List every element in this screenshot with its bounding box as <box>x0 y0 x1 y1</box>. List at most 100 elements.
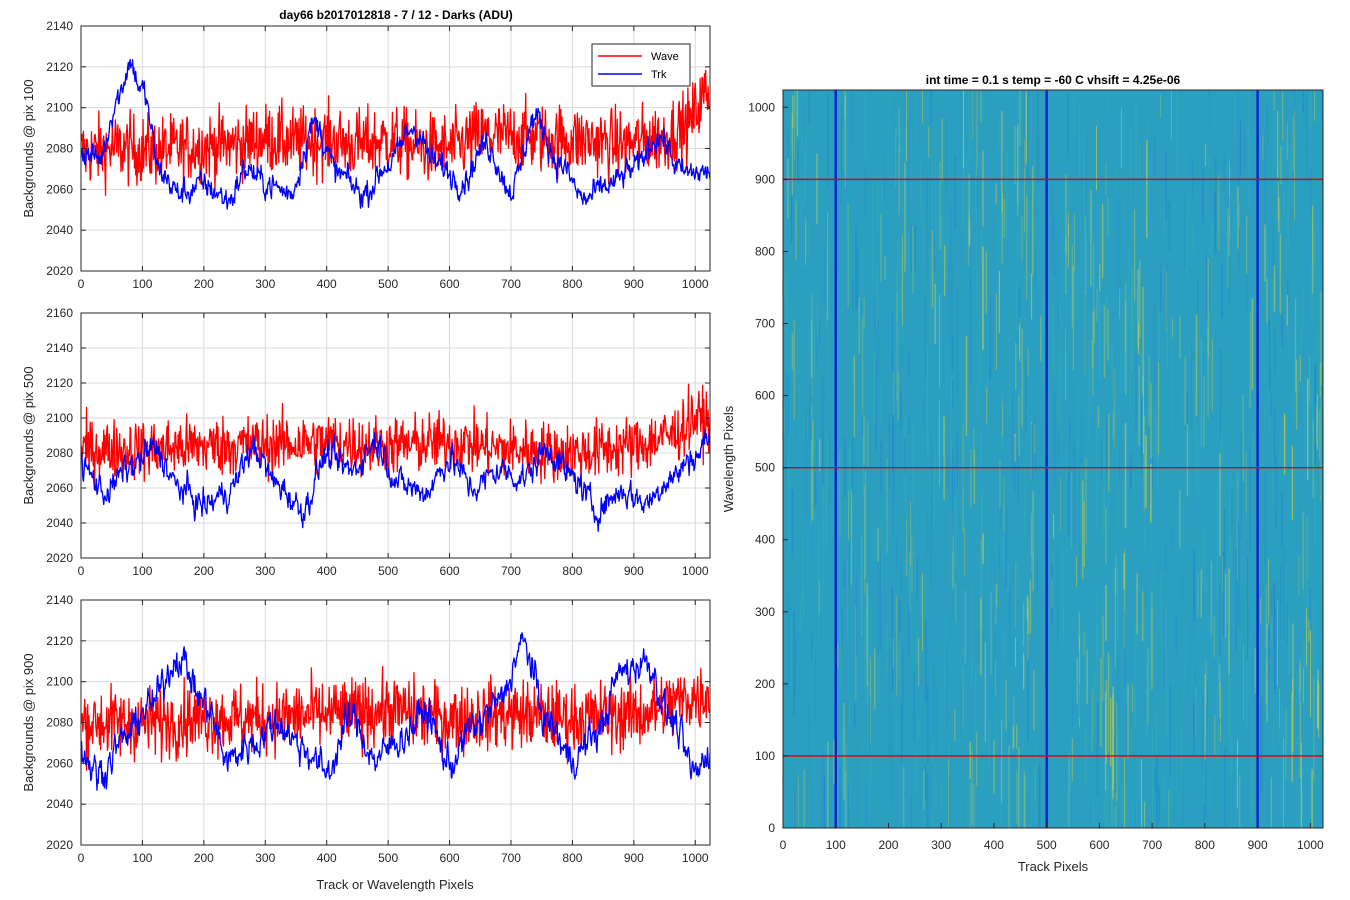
noise-streak <box>999 459 1001 509</box>
noise-streak <box>900 703 903 764</box>
noise-streak <box>1048 536 1050 559</box>
noise-streak <box>825 315 827 400</box>
noise-streak <box>1106 418 1108 476</box>
noise-streak <box>962 647 964 721</box>
noise-streak <box>1134 209 1136 301</box>
noise-streak <box>1093 800 1095 828</box>
noise-streak <box>1107 771 1109 828</box>
noise-streak <box>1003 476 1005 533</box>
noise-streak <box>998 545 1000 570</box>
noise-streak <box>1136 572 1138 634</box>
noise-streak <box>1193 229 1195 256</box>
noise-streak <box>1239 202 1241 229</box>
x-tick-label: 700 <box>1142 838 1162 852</box>
noise-streak <box>1310 90 1312 129</box>
noise-streak <box>799 385 801 445</box>
noise-streak <box>1165 688 1168 736</box>
noise-streak <box>1273 582 1276 689</box>
noise-streak <box>1129 319 1132 410</box>
noise-streak <box>892 638 894 667</box>
noise-streak <box>1168 201 1170 251</box>
noise-streak <box>1270 777 1272 828</box>
noise-streak <box>1265 584 1267 648</box>
noise-streak <box>1114 566 1116 668</box>
noise-streak <box>1281 698 1283 726</box>
noise-streak <box>888 94 890 136</box>
y-tick-label: 2060 <box>46 481 73 495</box>
noise-streak <box>1034 413 1036 474</box>
noise-streak <box>1065 767 1067 789</box>
noise-streak <box>1133 291 1135 347</box>
noise-streak <box>1067 472 1070 539</box>
noise-streak <box>990 592 992 674</box>
noise-streak <box>1026 696 1028 771</box>
noise-streak <box>1023 792 1025 828</box>
line-panel-2: 0 100 200 300 400 500 600 700 800 900 1000 2020 2040… <box>21 306 711 578</box>
noise-streak <box>1009 584 1011 667</box>
x-tick-label: 900 <box>624 851 644 865</box>
noise-streak <box>968 213 970 266</box>
noise-streak <box>1206 250 1208 319</box>
noise-streak <box>1181 389 1183 468</box>
noise-streak <box>1241 185 1243 212</box>
noise-streak <box>1022 364 1025 394</box>
noise-streak <box>805 98 807 146</box>
noise-streak <box>994 659 997 695</box>
noise-streak <box>1154 382 1157 461</box>
noise-streak <box>1131 286 1133 327</box>
noise-streak <box>1206 682 1208 730</box>
noise-streak <box>1181 378 1183 415</box>
y-axis-label: Backgrounds @ pix 100 <box>21 79 36 217</box>
noise-streak <box>981 229 983 266</box>
noise-streak <box>941 781 943 808</box>
noise-streak <box>1158 362 1160 455</box>
noise-streak <box>850 471 852 548</box>
noise-streak <box>1315 93 1317 119</box>
noise-streak <box>907 376 910 416</box>
noise-streak <box>811 518 813 559</box>
noise-streak <box>1117 201 1119 296</box>
noise-streak <box>1318 410 1321 460</box>
noise-streak <box>1175 614 1177 653</box>
noise-streak <box>948 718 951 776</box>
noise-streak <box>1029 579 1032 634</box>
noise-streak <box>1144 521 1146 555</box>
noise-streak <box>1104 692 1107 791</box>
noise-streak <box>1135 625 1137 725</box>
heatmap-panel: int time = 0.1 s temp = -60 C vhsift = 4… <box>721 73 1324 874</box>
x-tick-label: 800 <box>562 851 582 865</box>
noise-streak <box>1151 448 1153 552</box>
noise-streak <box>783 403 786 435</box>
noise-streak <box>889 507 891 540</box>
noise-streak <box>975 165 977 209</box>
noise-streak <box>1150 583 1152 659</box>
noise-streak <box>920 160 922 226</box>
noise-streak <box>1197 425 1199 475</box>
noise-streak <box>1027 90 1029 180</box>
noise-streak <box>1150 463 1152 523</box>
noise-streak <box>931 762 933 810</box>
noise-streak <box>1205 660 1207 705</box>
x-tick-label: 300 <box>931 838 951 852</box>
noise-streak <box>982 150 984 227</box>
noise-streak <box>1318 493 1320 540</box>
noise-streak <box>1001 111 1003 214</box>
noise-streak <box>922 655 924 679</box>
noise-streak <box>1202 695 1204 774</box>
noise-streak <box>1099 263 1101 292</box>
noise-streak <box>1231 786 1233 828</box>
noise-streak <box>1319 391 1321 502</box>
noise-streak <box>1103 422 1105 527</box>
noise-streak <box>825 327 827 403</box>
noise-streak <box>1138 323 1140 355</box>
noise-streak <box>1318 683 1320 738</box>
noise-streak <box>870 343 872 402</box>
noise-streak <box>1214 191 1216 255</box>
x-tick-label: 900 <box>624 277 644 291</box>
noise-streak <box>811 293 813 397</box>
noise-streak <box>962 487 964 580</box>
noise-streak <box>1023 652 1025 690</box>
noise-streak <box>927 684 929 763</box>
noise-streak <box>1065 237 1067 294</box>
noise-streak <box>1303 642 1305 707</box>
